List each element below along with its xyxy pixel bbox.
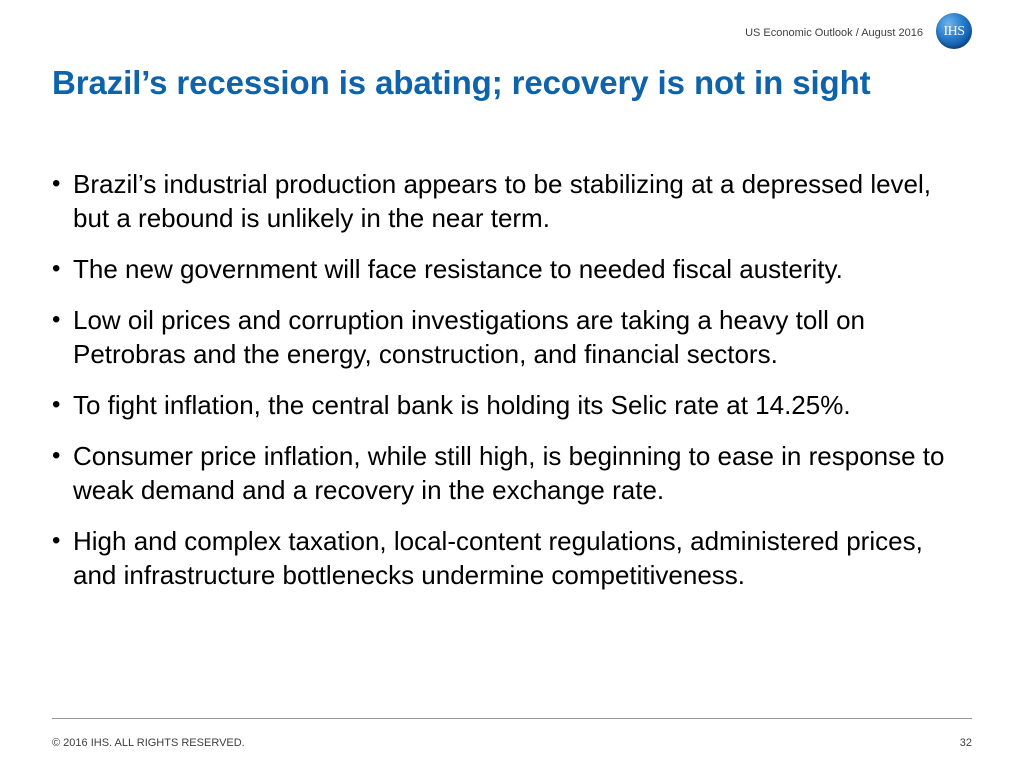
footer-divider (52, 718, 972, 719)
page-number: 32 (959, 737, 972, 749)
bullet-marker: • (52, 170, 61, 197)
copyright-text: © 2016 IHS. ALL RIGHTS RESERVED. (52, 737, 245, 749)
bullet-marker: • (52, 527, 61, 554)
ihs-logo: IHS (936, 13, 972, 49)
bullet-marker: • (52, 306, 61, 333)
ihs-logo-text: IHS (943, 23, 965, 39)
bullet-text: Brazil’s industrial production appears t… (73, 169, 932, 233)
bullet-text: Low oil prices and corruption investigat… (73, 305, 866, 369)
bullet-list: • Brazil’s industrial production appears… (52, 167, 962, 609)
bullet-item: • Brazil’s industrial production appears… (52, 167, 962, 235)
bullet-item: • High and complex taxation, local-conte… (52, 524, 962, 592)
bullet-item: • Low oil prices and corruption investig… (52, 303, 962, 371)
bullet-text: High and complex taxation, local-content… (73, 526, 923, 590)
bullet-item: • Consumer price inflation, while still … (52, 439, 962, 507)
bullet-marker: • (52, 255, 61, 282)
bullet-item: • To fight inflation, the central bank i… (52, 388, 962, 422)
bullet-text: Consumer price inflation, while still hi… (73, 441, 945, 505)
bullet-item: • The new government will face resistanc… (52, 252, 962, 286)
slide-title: Brazil’s recession is abating; recovery … (52, 64, 871, 101)
bullet-marker: • (52, 442, 61, 469)
bullet-marker: • (52, 391, 61, 418)
bullet-text: The new government will face resistance … (73, 254, 843, 284)
bullet-text: To fight inflation, the central bank is … (73, 390, 851, 420)
header-meta-text: US Economic Outlook / August 2016 (745, 27, 923, 39)
